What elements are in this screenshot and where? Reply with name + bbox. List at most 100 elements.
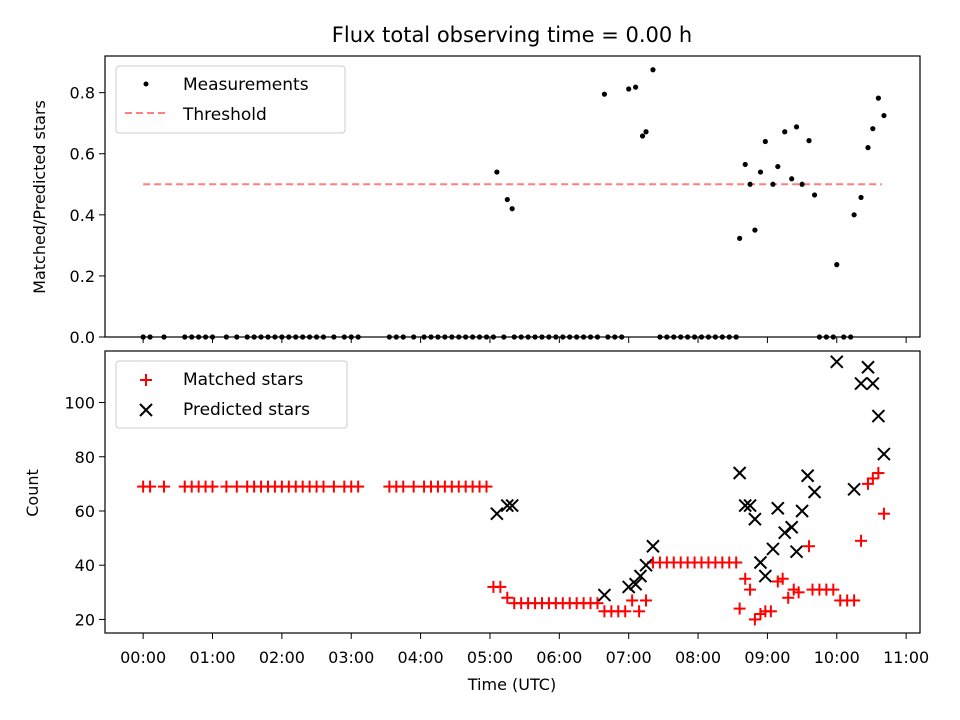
measurement-point [875,95,881,101]
x-tick-label: 10:00 [814,648,860,667]
matched-star-point [494,580,507,593]
legend-box [115,360,348,429]
measurement-point [770,181,776,187]
x-tick-label: 04:00 [398,648,444,667]
predicted-star-point [758,569,773,583]
matched-star-point [317,480,330,493]
x-tick-label: 06:00 [536,648,582,667]
matched-star-point [877,507,890,520]
predicted-star-point [795,504,809,518]
measurement-point [858,194,864,201]
predicted-star-point [830,355,844,369]
predicted-star-point [743,498,757,513]
predicted-star-point [847,482,861,496]
matched-star-point [739,572,752,585]
predicted-star-point [500,498,515,513]
predicted-star-point [597,588,612,602]
measurement-point [775,163,781,170]
predicted-star-point [753,555,768,570]
matched-star-point [633,605,646,618]
predicted-star-point [646,539,660,553]
measurement-point [737,235,743,241]
x-tick-label: 05:00 [467,648,513,667]
measurement-point [601,91,608,97]
matched-star-point [220,480,233,493]
matched-star-point [827,583,840,596]
measurement-point [633,84,639,90]
matched-star-point [397,480,410,493]
matched-star-point [803,540,816,553]
predicted-star-point [748,512,762,526]
axes-frame [104,55,921,338]
predicted-star-point [628,577,643,591]
chart-title: Flux total observing time = 0.00 h [332,23,692,47]
predicted-legend-label: Predicted stars [183,400,310,420]
legend-box [115,65,346,134]
matched-star-point [144,480,157,493]
predicted-star-point [789,544,804,559]
y-tick-label: 40 [75,556,95,575]
measurement-point [782,129,788,135]
matched-star-point [626,594,639,607]
bottom-axes: 20 40 60 80 100 00:00 01:00 02:00 03:00 04:00 05:0… [64,350,929,667]
measurement-point [757,169,764,175]
matched-star-point [480,480,493,493]
measurement-point [851,212,857,218]
predicted-star-point [778,525,792,540]
predicted-star-point [866,376,880,391]
matched-star-point [352,480,365,493]
x-axis-label: Time (UTC) [467,675,556,694]
matched-star-point [748,613,761,626]
x-tick-label: 07:00 [606,648,652,667]
measurement-point [747,181,753,187]
y-tick-label: 0.2 [70,267,95,286]
measurement-point [643,129,649,135]
measurement-point [742,161,748,168]
matched-star-point [848,594,861,607]
measurement-point [865,145,871,151]
measurement-point [799,181,805,187]
matched-star-point [744,583,757,596]
matched-star-point [776,572,789,585]
y-tick-label: 0.8 [70,84,95,103]
matched-legend-marker [140,374,152,386]
matched-star-point [855,534,868,547]
top-ylabel: Matched/Predicted stars [30,100,49,294]
predicted-star-point [621,580,636,594]
matched-star-point [866,472,879,485]
x-tick-label: 03:00 [328,648,374,667]
x-tick-label: 11:00 [883,648,929,667]
predicted-star-point [871,409,886,423]
predicted-star-point [854,376,868,391]
x-tick-label: 01:00 [189,648,235,667]
x-tick-label: 09:00 [744,648,790,667]
predicted-legend-marker [139,403,153,417]
matched-star-point [792,586,805,599]
predicted-star-point [807,485,822,499]
y-tick-label: 0.6 [70,145,95,164]
bottom-legend: Matched stars Predicted stars [115,360,348,429]
matched-star-point [230,480,243,493]
threshold-legend-label: Threshold [182,105,267,125]
y-tick-label: 80 [75,448,95,467]
matched-star-point [872,467,885,480]
y-tick-label: 0.4 [70,206,95,225]
x-tick-label: 08:00 [675,648,721,667]
bottom-ylabel: Count [23,469,42,517]
measurement-point [626,86,632,92]
predicted-star-point [490,506,504,521]
y-tick-label: 60 [75,502,95,521]
measurement-point [509,206,515,212]
measurement-point [789,176,795,182]
matched-star-point [206,480,219,493]
predicted-star-point [877,447,891,461]
measurement-point [504,196,510,203]
predicted-star-point [861,360,875,374]
predicted-star-point [771,501,785,515]
predicted-star-point [732,466,747,480]
measurement-point [806,138,812,144]
measurement-point [650,67,656,73]
measurement-point [762,138,768,145]
measurement-point [834,262,840,268]
